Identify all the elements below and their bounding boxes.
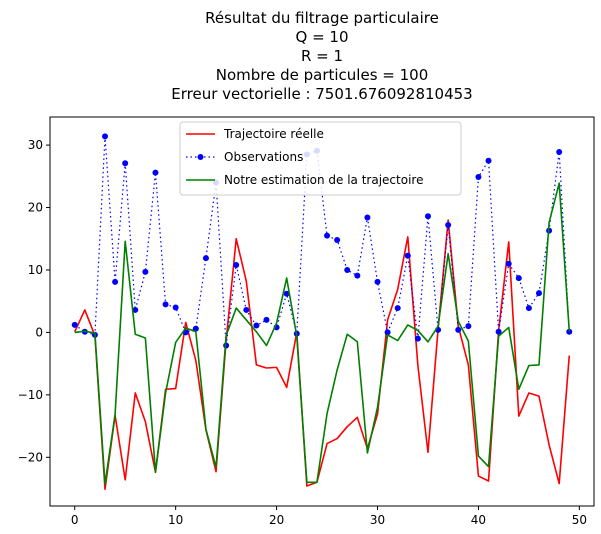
title-line-3: Nombre de particules = 100 bbox=[216, 66, 429, 84]
observation-point bbox=[445, 222, 452, 229]
observation-point bbox=[243, 306, 250, 313]
title-line-0: Résultat du filtrage particulaire bbox=[205, 9, 439, 27]
observation-point bbox=[556, 148, 563, 155]
observation-point bbox=[374, 278, 381, 285]
observation-point bbox=[384, 329, 391, 336]
plot-area bbox=[71, 133, 573, 490]
title-line-4: Erreur vectorielle : 7501.676092810453 bbox=[171, 85, 472, 103]
legend-label: Trajectoire réelle bbox=[223, 127, 324, 141]
observation-point bbox=[354, 272, 361, 279]
y-tick-label: 0 bbox=[35, 325, 43, 339]
x-tick-label: 0 bbox=[71, 513, 79, 527]
observation-point bbox=[202, 255, 209, 262]
observation-point bbox=[283, 290, 290, 297]
observation-point bbox=[71, 321, 78, 328]
legend-swatch-marker bbox=[197, 154, 204, 160]
series-group bbox=[71, 133, 573, 490]
observation-point bbox=[515, 275, 522, 282]
series-line-notre-estimation-de-la-trajectoire bbox=[74, 182, 571, 485]
observation-point bbox=[525, 305, 532, 312]
observation-point bbox=[465, 323, 472, 330]
y-tick-label: −10 bbox=[18, 388, 43, 402]
observation-point bbox=[414, 335, 421, 342]
axes: 0 10 20 30 40 50 −20 −10 0 10 20 30 bbox=[18, 116, 595, 527]
observation-point bbox=[112, 278, 119, 285]
observation-point bbox=[102, 133, 109, 140]
observation-point bbox=[495, 328, 502, 335]
observation-point bbox=[172, 304, 179, 311]
observation-point bbox=[535, 290, 542, 297]
observation-point bbox=[334, 237, 341, 244]
legend-box bbox=[179, 121, 462, 196]
observation-point bbox=[424, 213, 431, 220]
observation-point bbox=[324, 232, 331, 239]
title-line-2: R = 1 bbox=[301, 47, 343, 65]
observation-point bbox=[142, 268, 149, 275]
observation-point bbox=[485, 157, 492, 164]
observation-point bbox=[253, 322, 260, 329]
observation-point bbox=[404, 252, 411, 259]
y-tick-label: −20 bbox=[18, 450, 43, 464]
observation-point bbox=[152, 169, 159, 176]
observation-point bbox=[394, 305, 401, 312]
y-tick-label: 10 bbox=[28, 263, 43, 277]
observation-point bbox=[192, 325, 199, 332]
legend-label: Observations bbox=[224, 150, 303, 164]
x-tick-label: 30 bbox=[370, 513, 385, 527]
observation-point bbox=[233, 261, 240, 268]
axes-frame bbox=[49, 116, 595, 507]
observation-point bbox=[455, 326, 462, 333]
observation-point bbox=[344, 266, 351, 273]
legend-label: Notre estimation de la trajectoire bbox=[224, 173, 423, 187]
observation-point bbox=[132, 306, 139, 313]
observation-point bbox=[162, 301, 169, 308]
legend: Trajectoire réelle Observations Notre esti… bbox=[179, 121, 462, 196]
observation-point bbox=[505, 260, 512, 267]
observation-point bbox=[566, 328, 573, 335]
title-line-1: Q = 10 bbox=[296, 28, 349, 46]
x-tick-label: 40 bbox=[471, 513, 486, 527]
x-tick-label: 20 bbox=[269, 513, 284, 527]
y-tick-label: 30 bbox=[28, 138, 43, 152]
observation-point bbox=[364, 214, 371, 221]
observation-point bbox=[122, 160, 129, 167]
x-tick-label: 10 bbox=[168, 513, 183, 527]
observation-point bbox=[475, 173, 482, 180]
observation-point bbox=[263, 316, 270, 323]
x-tick-label: 50 bbox=[572, 513, 587, 527]
y-tick-label: 20 bbox=[28, 201, 43, 215]
